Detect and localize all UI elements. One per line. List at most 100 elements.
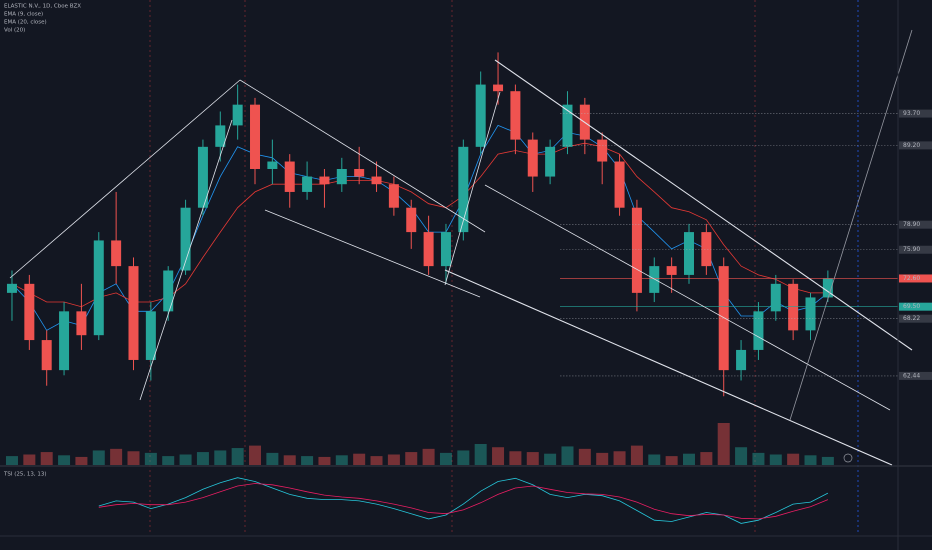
ema-line — [11, 142, 828, 308]
price-label-box — [899, 141, 932, 150]
trend-line — [494, 59, 913, 351]
volume-bar — [231, 448, 244, 465]
volume-bar — [144, 452, 157, 465]
price-label: 69.50 — [903, 303, 920, 310]
candle-body — [111, 240, 122, 267]
candle-body — [597, 139, 608, 162]
volume-bar — [700, 452, 713, 465]
volume-bar — [266, 452, 279, 465]
candle-body — [284, 161, 295, 192]
volume-bar — [283, 455, 296, 465]
volume-bar — [474, 444, 487, 465]
candle-body — [215, 125, 226, 147]
symbol-title: ELASTIC N.V., 1D, Cboe BZX — [4, 4, 81, 10]
legend-item: EMA (20, close) — [4, 20, 47, 26]
candle-body — [336, 168, 347, 185]
tsi-line — [98, 477, 829, 524]
volume-bar — [648, 454, 661, 465]
volume-bar — [578, 448, 591, 465]
candle-body — [163, 270, 174, 312]
candle-body — [683, 232, 694, 275]
volume-bar — [544, 453, 557, 465]
candle-body — [6, 283, 17, 293]
trend-line — [9, 79, 241, 279]
candle-body — [805, 297, 816, 331]
volume-bar — [821, 456, 834, 465]
trend-line — [264, 209, 481, 298]
candle-body — [493, 84, 504, 92]
volume-bar — [752, 452, 765, 465]
volume-bar — [301, 456, 314, 465]
candle-body — [145, 311, 156, 360]
candle-body — [423, 232, 434, 267]
volume-bar — [509, 451, 522, 465]
trend-line — [239, 79, 486, 233]
volume-bar — [353, 453, 366, 465]
trend-lines — [9, 29, 913, 466]
volume-bar — [179, 454, 192, 465]
candle-body — [197, 146, 208, 208]
session-separators — [149, 0, 756, 535]
legend: ELASTIC N.V., 1D, Cboe BZX EMA (9, close… — [3, 4, 81, 478]
candle-body — [250, 104, 261, 169]
volume-bar — [492, 447, 505, 465]
price-label-box — [899, 220, 932, 229]
candle-body — [475, 84, 486, 147]
candle-body — [822, 278, 833, 298]
trend-line — [484, 184, 891, 411]
price-label-box — [899, 245, 932, 254]
candle-body — [631, 207, 642, 293]
legend-item: Vol (20) — [4, 28, 25, 34]
volume-bar — [787, 453, 800, 465]
volume-bar — [526, 452, 539, 465]
candle-body — [458, 146, 469, 233]
candle-body — [302, 176, 313, 192]
candle-body — [736, 349, 747, 371]
candle-body — [527, 139, 538, 177]
volume-bar — [370, 456, 383, 465]
marks — [5, 52, 898, 524]
volume-bar — [58, 455, 71, 465]
candle-body — [128, 266, 139, 360]
price-label-box — [899, 371, 932, 380]
volume-bar — [335, 455, 348, 465]
candle-body — [788, 283, 799, 331]
events-icon[interactable] — [843, 453, 853, 463]
candle-body — [701, 232, 712, 267]
price-label: 62.44 — [903, 372, 920, 379]
volume-bar — [439, 452, 452, 465]
volume-bar — [387, 454, 400, 465]
candle-body — [180, 207, 191, 271]
volume-bar — [735, 447, 748, 465]
candle-body — [24, 283, 35, 341]
candle-body — [666, 266, 677, 275]
candle-body — [649, 266, 660, 293]
candle-body — [614, 161, 625, 208]
price-label-box — [899, 302, 932, 311]
volume-bar — [40, 452, 53, 465]
candle-body — [562, 104, 573, 147]
price-label: 72.60 — [903, 275, 920, 282]
volume-bar — [23, 454, 36, 465]
volume-bar — [405, 452, 418, 465]
candle-body — [319, 176, 330, 185]
volume-bar — [196, 452, 209, 465]
trend-line — [444, 91, 501, 286]
volume-bar — [249, 445, 262, 465]
candle-body — [545, 146, 556, 177]
volume-bar — [457, 450, 470, 465]
candle-body — [406, 207, 417, 233]
price-label: 75.90 — [903, 246, 920, 253]
trend-line — [789, 29, 913, 421]
volume-bar — [596, 452, 609, 465]
volume-bar — [318, 456, 331, 465]
trend-line — [139, 119, 233, 401]
volume-bar — [110, 448, 123, 465]
candle-body — [371, 176, 382, 185]
candle-body — [388, 184, 399, 208]
volume-bar — [5, 456, 18, 465]
volume-bar — [127, 451, 140, 465]
candle-body — [59, 311, 70, 371]
indicator-title: TSI (25, 13, 13) — [3, 472, 47, 478]
